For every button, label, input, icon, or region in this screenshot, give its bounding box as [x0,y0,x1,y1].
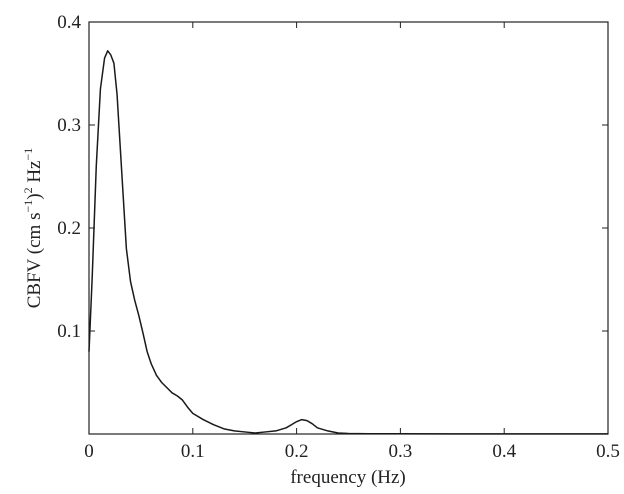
y-tick-label: 0.4 [57,12,81,33]
y-tick-label: 0.3 [57,115,81,136]
series-line-cbfv-spectrum [88,50,608,435]
ticks [88,21,609,434]
y-axis-title-sup2: 2 [21,187,35,193]
y-axis-title-sup3: −1 [21,148,35,161]
y-tick-label: 0.2 [57,218,81,239]
plot-frame [88,21,609,435]
x-tick-label: 0.4 [492,441,516,462]
x-tick-label: 0 [84,441,94,462]
y-tick-label: 0.1 [57,321,81,342]
y-axis-title-unit: Hz [24,161,45,188]
x-tick-label: 0.3 [389,441,413,462]
tick-labels: 0 0.1 0.2 0.3 0.4 0.5 0.1 0.2 0.3 0.4 [57,12,620,462]
x-tick-label: 0.5 [596,441,620,462]
x-axis-title: frequency (Hz) [290,467,406,488]
x-tick-label: 0.2 [285,441,309,462]
x-tick-label: 0.1 [181,441,205,462]
y-axis-title-sup1: −1 [21,200,35,213]
y-axis-title-mid: ) [24,193,45,199]
y-axis-title-base: CBFV (cm s [24,213,45,309]
y-axis-title: CBFV (cm s−1)2 Hz−1 [21,148,45,309]
